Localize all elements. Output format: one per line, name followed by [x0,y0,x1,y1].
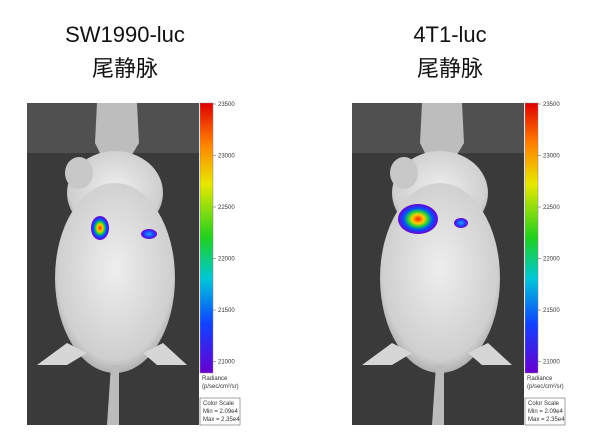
scale-label: 22500 [218,205,235,211]
scale-label: 23000 [218,154,235,160]
scale-label: 23500 [543,102,560,108]
signal-spot [454,218,468,228]
scale-label: 21500 [543,308,560,314]
panel: 4T1-luc 尾静脉 23500 23000 22500 22000 21500 21000… [352,22,566,426]
mouse-image [27,103,199,425]
color-bar [199,102,214,374]
panel: SW1990-luc 尾静脉 23500 23000 22500 22000 21500 21… [27,22,241,426]
scale-label: 21000 [543,360,560,366]
legend-max: Max = 2.35e4 [528,417,565,423]
mouse-image [352,103,524,425]
panel-subtitle: 尾静脉 [417,56,483,81]
scale-label: 23000 [543,154,560,160]
legend-box [524,397,566,426]
legend-max: Max = 2.35e4 [203,417,240,423]
legend-min: Min = 2.09e4 [203,409,239,415]
signal-spot [91,216,109,240]
panel-subtitle: 尾静脉 [92,56,158,81]
unit: (p/sec/cm²/sr) [527,384,564,390]
legend-min: Min = 2.09e4 [528,409,564,415]
scale-label: 22000 [543,257,560,263]
scale-label: 22000 [218,257,235,263]
unit: (p/sec/cm²/sr) [202,384,239,390]
panel-title: 4T1-luc [413,22,486,47]
panel-title: SW1990-luc [65,22,185,47]
unit-title: Radiance [202,376,228,382]
signal-spot [141,229,157,239]
legend-title: Color Scale [203,401,235,407]
unit-title: Radiance [527,376,553,382]
scale-label: 21000 [218,360,235,366]
signal-spot [398,204,438,234]
scale-label: 21500 [218,308,235,314]
legend-title: Color Scale [528,401,560,407]
color-bar [524,102,539,374]
scale-label: 22500 [543,205,560,211]
legend-box [199,397,241,426]
scale-label: 23500 [218,102,235,108]
